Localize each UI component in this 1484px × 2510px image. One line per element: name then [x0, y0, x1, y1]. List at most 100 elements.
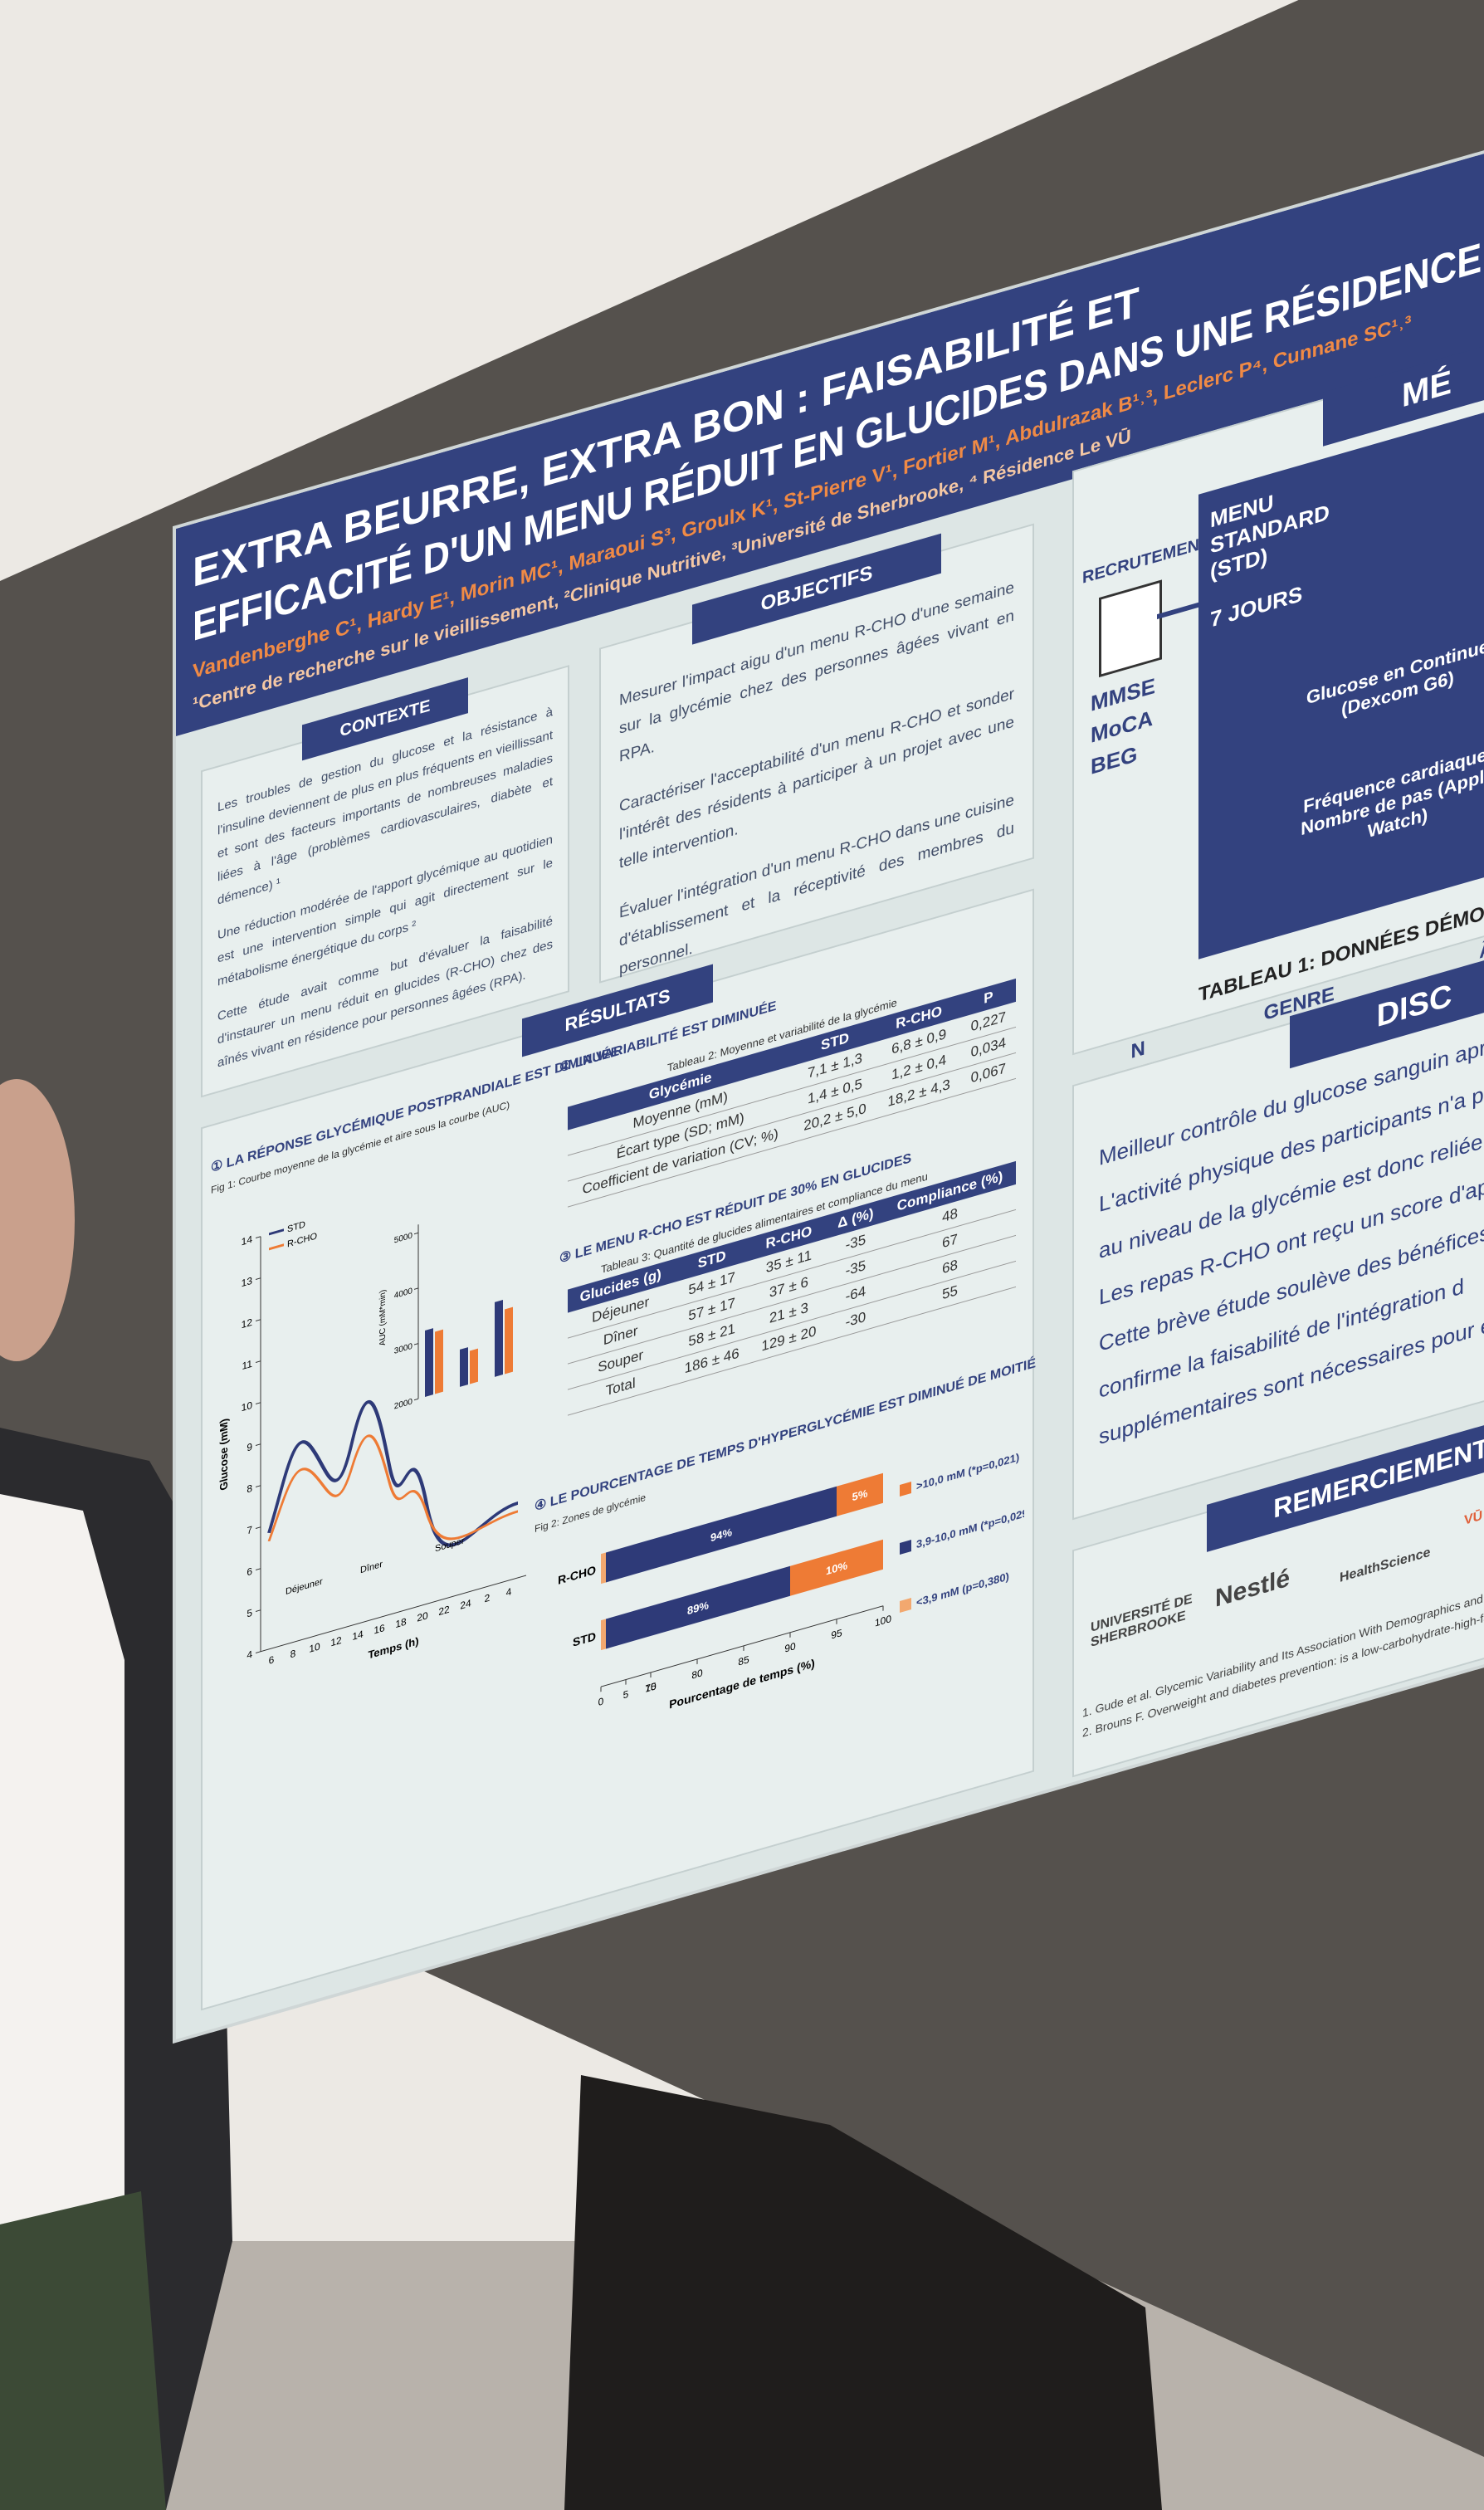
curve	[267, 1399, 519, 1547]
y-tick-label: 11	[242, 1358, 253, 1372]
tick	[256, 1609, 261, 1612]
test: BEG	[1091, 740, 1138, 780]
x-tick-label: 95	[831, 1627, 842, 1642]
x-tick-label: 6	[269, 1653, 275, 1667]
measure: Fréquence cardiaque/ Nombre de pas (Appl…	[1301, 742, 1484, 842]
bar-segment	[606, 1486, 837, 1583]
curve	[267, 1434, 519, 1542]
legend-label: STD	[287, 1219, 305, 1234]
y-tick-label: 2000	[394, 1397, 413, 1411]
bar-segment	[790, 1539, 883, 1596]
x-tick-label: 0	[598, 1695, 604, 1708]
x-tick-label: 10	[645, 1680, 657, 1695]
tick	[256, 1485, 261, 1487]
bar-segment	[837, 1472, 883, 1516]
x-tick-label: 24	[460, 1597, 471, 1612]
axis-label: AUC (mM*min)	[378, 1288, 388, 1346]
measure: Glucose en Continue (Dexcom G6)	[1306, 635, 1484, 720]
logo: HealthScience	[1340, 1545, 1431, 1585]
x-tick-label: 100	[875, 1613, 891, 1629]
contexte-panel: CONTEXTE Les troubles de gestion du gluc…	[201, 665, 569, 1098]
y-tick-label: 14	[242, 1233, 253, 1248]
legend-swatch	[900, 1481, 911, 1497]
x-tick-label: 85	[738, 1653, 749, 1668]
document-icon	[1099, 579, 1162, 678]
auc-bar-decoration	[495, 1300, 503, 1377]
logo: VŪ	[1464, 1508, 1483, 1528]
y-tick-label: 4	[247, 1648, 252, 1662]
legend-label: R-CHO	[287, 1231, 317, 1249]
x-tick-label: 10	[309, 1640, 320, 1655]
legend-label: 3,9-10,0 mM (*p=0,029)	[916, 1506, 1024, 1551]
legend-swatch	[269, 1228, 284, 1236]
x-tick-label: 8	[290, 1648, 296, 1661]
tick	[256, 1236, 261, 1238]
axis	[601, 1605, 883, 1687]
resultats-panel: RÉSULTATS ① LA RÉPONSE GLYCÉMIQUE POSTPR…	[201, 888, 1036, 2011]
legend-label: <3,9 mM (p=0,380)	[916, 1570, 1009, 1609]
y-tick-label: 13	[242, 1275, 253, 1290]
tick	[256, 1526, 261, 1529]
auc-bar-decoration	[505, 1306, 513, 1375]
bar-segment	[601, 1552, 606, 1585]
y-tick-label: 12	[242, 1316, 253, 1331]
x-tick-label: 75	[645, 1680, 657, 1695]
tick	[414, 1343, 418, 1345]
y-tick-label: 8	[247, 1482, 252, 1496]
legend-swatch	[900, 1539, 911, 1555]
menu-box: MENU STANDARD (STD) 7 JOURS Glucose en Con…	[1198, 394, 1484, 960]
x-tick-label: 20	[417, 1609, 428, 1624]
x-tick-label: 5	[623, 1688, 629, 1702]
y-tick-label: 9	[247, 1441, 252, 1454]
meal-label: Dîner	[360, 1560, 383, 1576]
meal-label: Déjeuner	[286, 1576, 323, 1597]
x-tick-label: 22	[438, 1604, 450, 1619]
tick	[256, 1402, 261, 1404]
axis-label: Glucose (mM)	[217, 1417, 230, 1492]
x-tick-label: 12	[330, 1634, 342, 1649]
y-tick-label: 5	[247, 1607, 252, 1620]
x-tick-label: 18	[395, 1616, 407, 1631]
legend-swatch	[900, 1597, 911, 1613]
person-pants	[0, 2191, 166, 2510]
y-tick-label: 4000	[394, 1287, 413, 1301]
tick	[256, 1319, 261, 1321]
axis-label: Temps (h)	[368, 1634, 418, 1661]
tick	[256, 1277, 261, 1280]
y-tick-label: 7	[247, 1524, 252, 1537]
axis	[261, 1575, 526, 1653]
visitor	[564, 2075, 1162, 2510]
x-tick-label: 90	[784, 1640, 796, 1655]
x-tick-label: 16	[373, 1622, 385, 1637]
tick	[256, 1651, 261, 1653]
y-tick-label: 10	[242, 1399, 253, 1414]
y-tick-label: 5000	[394, 1231, 413, 1245]
value-label: 5%	[852, 1487, 868, 1503]
tick	[256, 1443, 261, 1446]
category-label: STD	[573, 1630, 596, 1650]
bar-segment	[606, 1565, 790, 1649]
menu-title: MENU STANDARD (STD)	[1210, 489, 1330, 584]
person-head	[0, 1079, 75, 1361]
category-label: R-CHO	[558, 1564, 596, 1588]
auc-bar-decoration	[425, 1328, 433, 1397]
x-tick-label: 4	[506, 1585, 512, 1599]
y-tick-label: 3000	[394, 1342, 413, 1356]
person-shirt	[0, 1494, 124, 2224]
bar-segment	[601, 1619, 606, 1651]
x-tick-label: 2	[485, 1592, 491, 1605]
legend-label: >10,0 mM (*p=0,021)	[916, 1451, 1019, 1492]
logo: Nestlé	[1215, 1564, 1291, 1613]
tick	[256, 1360, 261, 1363]
x-tick-label: 14	[352, 1628, 364, 1643]
poster: EXTRA BEURRE, EXTRA BON : FAISABILITÉ ET…	[176, 124, 1484, 2040]
legend-swatch	[269, 1243, 284, 1251]
tick	[256, 1568, 261, 1570]
y-tick-label: 6	[247, 1565, 252, 1579]
x-tick-label: 80	[691, 1667, 703, 1682]
logo: UNIVERSITÉ DE SHERBROOKE	[1091, 1591, 1193, 1651]
tick	[414, 1287, 418, 1290]
